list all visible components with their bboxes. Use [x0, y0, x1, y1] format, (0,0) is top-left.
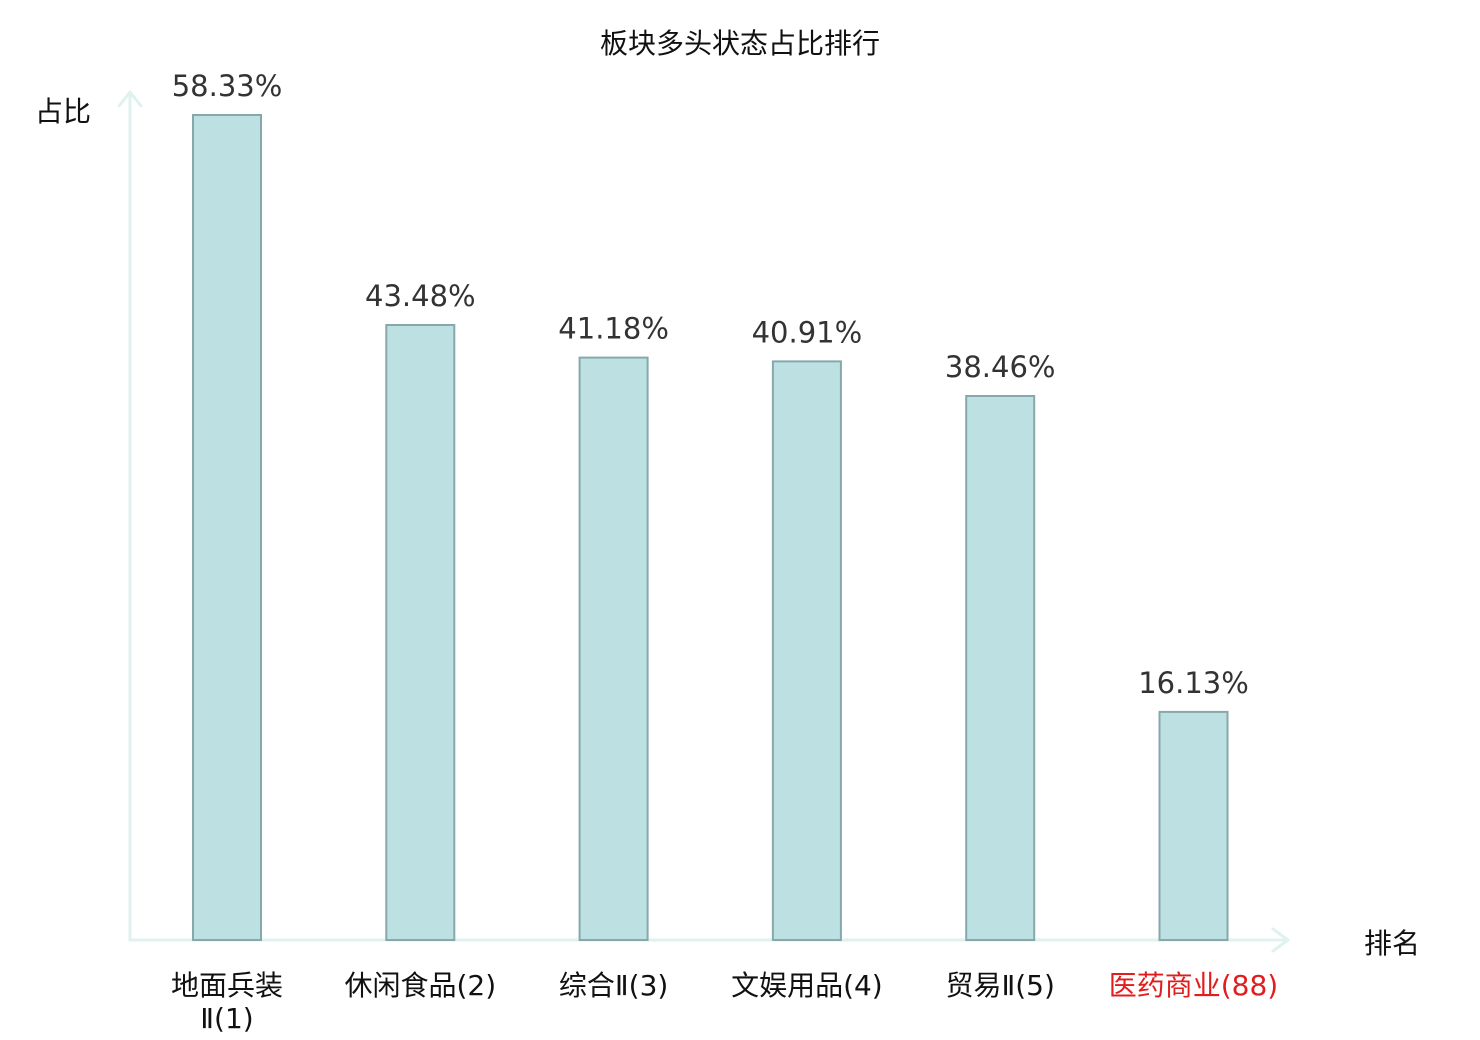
- chart-title: 板块多头状态占比排行: [600, 27, 880, 60]
- x-tick-label-2: 休闲食品(2): [344, 969, 496, 1002]
- y-axis-arrow-icon: [117, 90, 143, 108]
- bar-6: [1158, 710, 1229, 942]
- y-axis-title: 占比: [35, 95, 91, 128]
- x-tick-label-4: 文娱用品(4): [731, 969, 883, 1002]
- x-axis-arrow-icon: [1271, 927, 1290, 953]
- bar-5: [965, 395, 1036, 941]
- bar-value-label-6: 16.13%: [1138, 666, 1249, 700]
- x-axis-title: 排名: [1364, 927, 1420, 960]
- x-tick-label-1-line-2: Ⅱ(1): [200, 1002, 253, 1035]
- x-tick-label-1-line-1: 地面兵装: [171, 969, 283, 1002]
- bar-value-label-2: 43.48%: [365, 279, 476, 313]
- bars-group: [192, 114, 1229, 942]
- bar-4: [771, 360, 842, 941]
- bar-value-label-1: 58.33%: [172, 69, 283, 103]
- bar-3: [578, 356, 649, 942]
- x-tick-label-5: 贸易Ⅱ(5): [945, 969, 1054, 1002]
- value-labels-group: 58.33% 43.48% 41.18% 40.91% 38.46% 16.13%: [172, 69, 1249, 700]
- bar-1: [192, 114, 262, 941]
- axes: [117, 90, 1290, 953]
- x-tick-label-6: 医药商业(88): [1109, 969, 1278, 1002]
- x-tick-label-3: 综合Ⅱ(3): [559, 969, 668, 1002]
- bar-value-label-5: 38.46%: [945, 350, 1056, 384]
- bar-value-label-3: 41.18%: [558, 312, 669, 346]
- bar-2: [385, 324, 456, 941]
- bar-value-label-4: 40.91%: [752, 315, 863, 349]
